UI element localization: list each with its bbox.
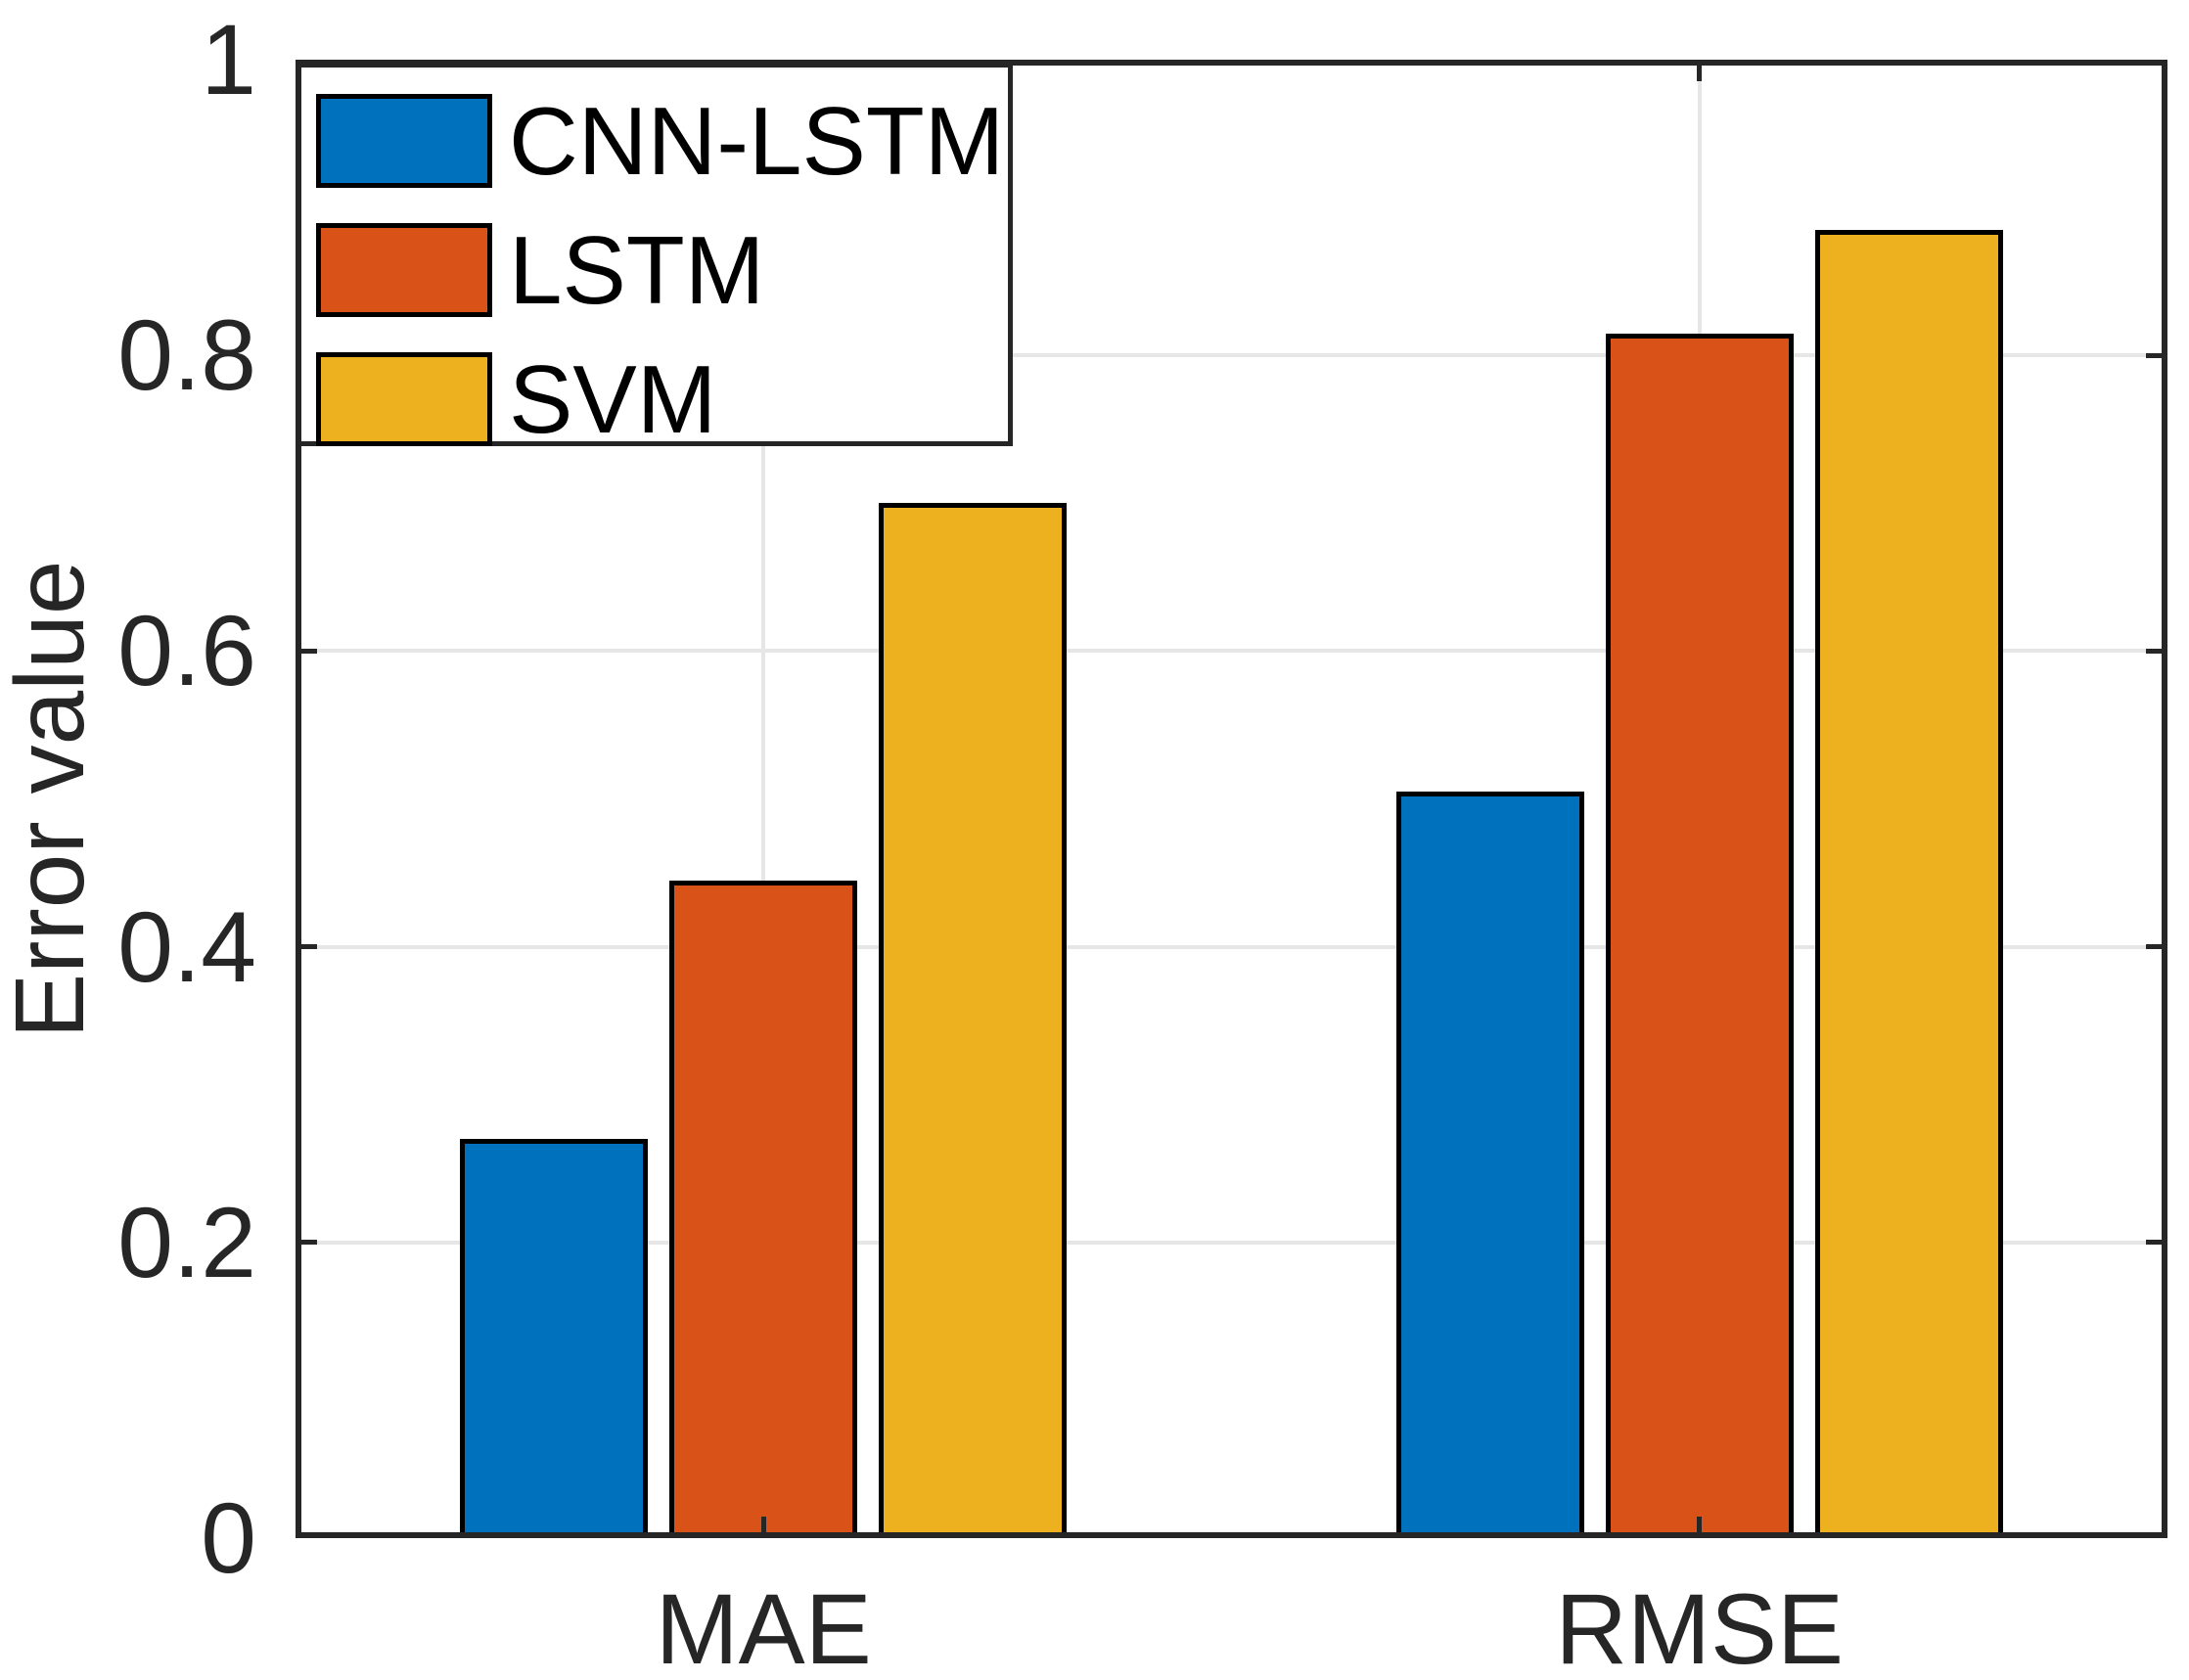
x-tick-label: RMSE [1555,1573,1845,1680]
y-tick-label: 0 [201,1482,256,1594]
bar-lstm-rmse [1605,333,1794,1538]
legend-swatch-cnn-lstm [316,94,492,188]
legend-swatch-svm [316,352,492,446]
legend-row: CNN-LSTM [301,87,1008,195]
y-tick-mark-right [2146,944,2167,950]
y-tick-mark-left [296,944,317,950]
legend-label: LSTM [509,216,765,324]
legend-row: SVM [301,345,1008,453]
y-tick-label: 0.8 [117,299,256,412]
y-tick-mark-right [2146,648,2167,654]
y-tick-label: 0.2 [117,1186,256,1298]
bar-svm-rmse [1814,229,2003,1538]
legend-swatch-lstm [316,223,492,317]
legend-label: SVM [509,345,717,453]
x-tick-label: MAE [655,1573,872,1680]
y-tick-mark-right [2146,352,2167,358]
y-gridline [296,1240,2167,1245]
x-tick-mark-bottom [1697,1517,1703,1538]
legend-row: LSTM [301,216,1008,324]
y-gridline [296,649,2167,654]
y-tick-label: 0.6 [117,595,256,707]
bar-lstm-mae [669,880,858,1538]
y-tick-mark-right [2146,1240,2167,1246]
y-gridline [296,353,2167,358]
x-tick-mark-bottom [760,1517,766,1538]
y-axis-label: Error value [0,559,105,1039]
legend: CNN-LSTM LSTM SVM [296,63,1013,453]
bar-cnn-lstm-rmse [1395,791,1584,1538]
bar-svm-mae [879,503,1068,1538]
bar-cnn-lstm-mae [460,1139,649,1538]
y-tick-mark-left [296,648,317,654]
legend-label: CNN-LSTM [509,87,1005,195]
x-tick-mark-top [1697,60,1703,81]
y-tick-label: 1 [201,4,256,115]
y-tick-label: 0.4 [117,890,256,1003]
x-gridline [761,60,766,1538]
y-gridline [296,944,2167,949]
y-tick-mark-left [296,1240,317,1246]
